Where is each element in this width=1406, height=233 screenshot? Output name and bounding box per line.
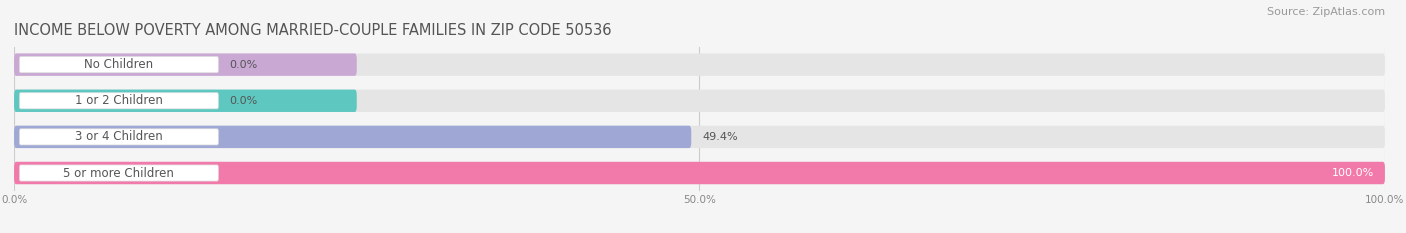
Text: 5 or more Children: 5 or more Children (63, 167, 174, 179)
FancyBboxPatch shape (14, 126, 692, 148)
Text: 0.0%: 0.0% (229, 96, 257, 106)
FancyBboxPatch shape (14, 89, 1385, 112)
FancyBboxPatch shape (14, 126, 1385, 148)
Text: 3 or 4 Children: 3 or 4 Children (75, 130, 163, 143)
Text: 1 or 2 Children: 1 or 2 Children (75, 94, 163, 107)
Text: INCOME BELOW POVERTY AMONG MARRIED-COUPLE FAMILIES IN ZIP CODE 50536: INCOME BELOW POVERTY AMONG MARRIED-COUPL… (14, 24, 612, 38)
FancyBboxPatch shape (20, 93, 218, 109)
FancyBboxPatch shape (20, 165, 218, 181)
FancyBboxPatch shape (20, 129, 218, 145)
Text: 49.4%: 49.4% (702, 132, 738, 142)
FancyBboxPatch shape (14, 162, 1385, 184)
FancyBboxPatch shape (14, 162, 1385, 184)
Text: 0.0%: 0.0% (229, 60, 257, 70)
FancyBboxPatch shape (14, 53, 1385, 76)
FancyBboxPatch shape (20, 57, 218, 73)
Text: 100.0%: 100.0% (1331, 168, 1374, 178)
FancyBboxPatch shape (14, 53, 357, 76)
Text: Source: ZipAtlas.com: Source: ZipAtlas.com (1267, 7, 1385, 17)
FancyBboxPatch shape (14, 89, 357, 112)
Text: No Children: No Children (84, 58, 153, 71)
